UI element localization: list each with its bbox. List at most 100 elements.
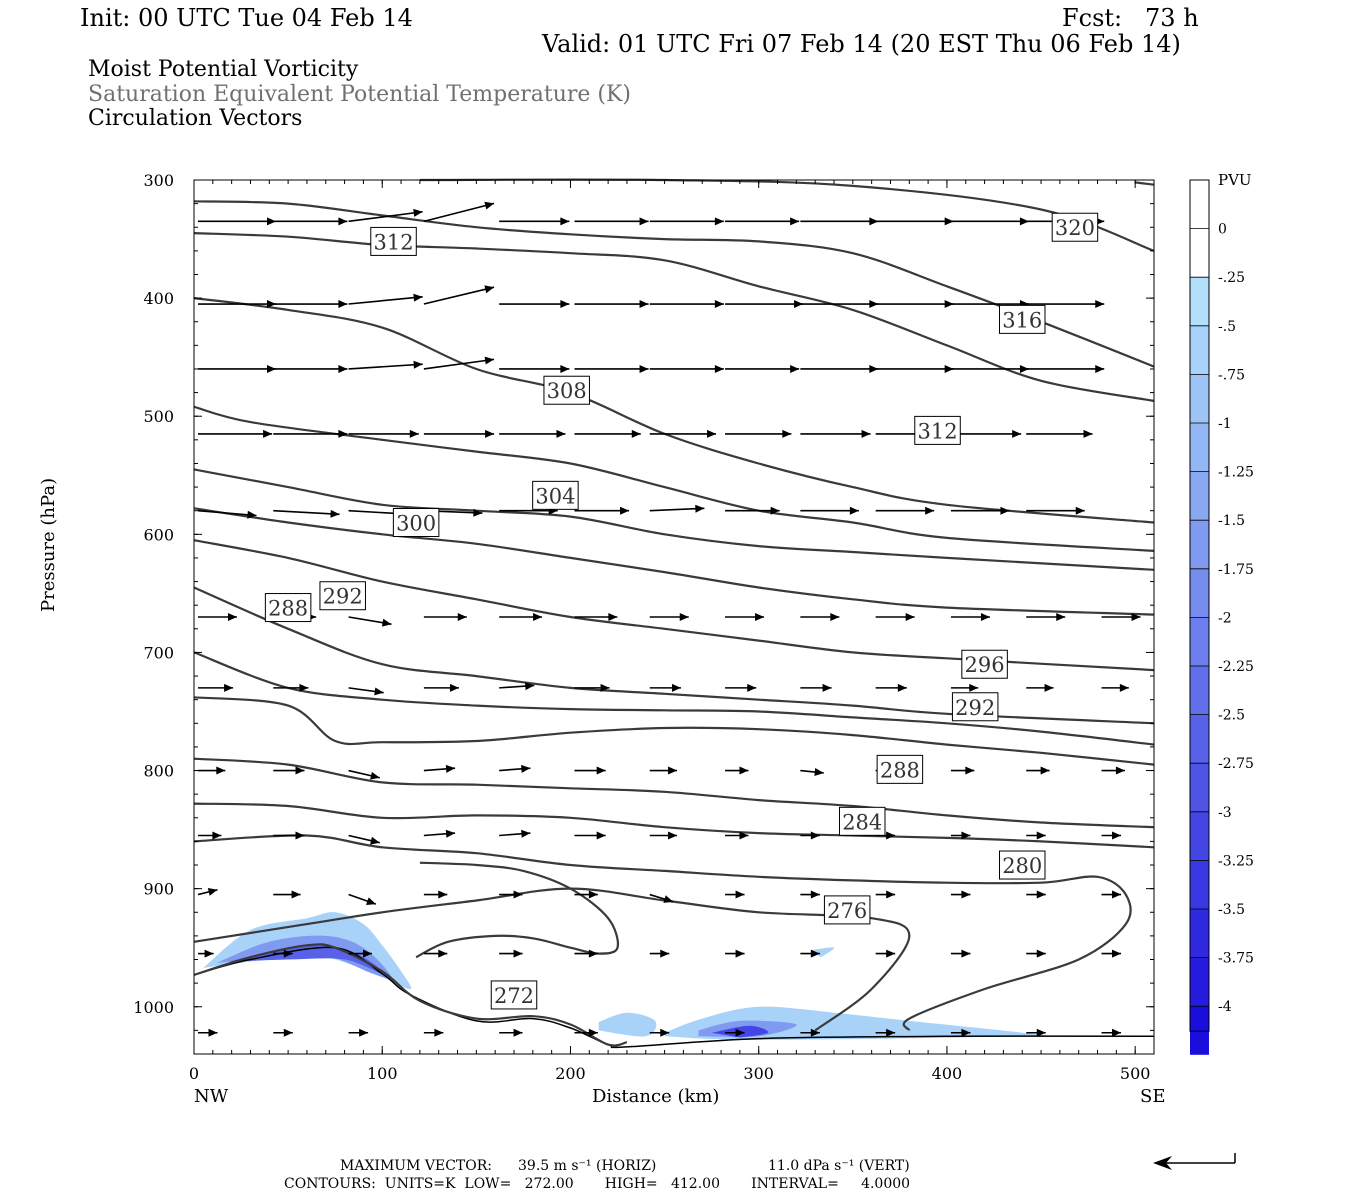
vector-arrowhead	[790, 217, 800, 226]
vector-arrowhead	[1112, 831, 1122, 840]
vector-arrowhead	[1012, 429, 1022, 438]
colorbar-level-label: -2.5	[1218, 708, 1245, 724]
circulation-vector	[423, 286, 495, 305]
vector-arrowhead	[588, 1028, 598, 1037]
mpv-shading-layer	[203, 912, 1047, 1040]
vector-arrowhead	[660, 949, 670, 958]
colorbar-swatch	[1190, 374, 1209, 423]
colorbar-level-label: -3	[1218, 805, 1232, 821]
vector-arrowhead	[822, 683, 832, 692]
vector-arrowhead	[1075, 506, 1085, 515]
vector-arrowhead	[886, 890, 896, 899]
vector-arrowhead	[1044, 683, 1054, 692]
vector-arrowhead	[1036, 1028, 1046, 1037]
contour-label-300: 300	[396, 512, 436, 536]
x-axis-label: Distance (km)	[592, 1086, 720, 1107]
vector-arrowhead	[596, 831, 606, 840]
vector-arrowhead	[790, 364, 800, 373]
vector-arrowhead	[267, 300, 276, 309]
vector-arrowhead	[735, 949, 745, 958]
colorbar-level-label: -2.25	[1218, 659, 1254, 675]
vector-arrowhead	[714, 364, 724, 373]
x-tick-label: 100	[367, 1064, 398, 1083]
vector-arrowhead	[560, 300, 570, 309]
valid-time: Valid: 01 UTC Fri 07 Feb 14 (20 EST Thu …	[542, 30, 1181, 58]
colorbar-swatch	[1190, 763, 1209, 812]
vector-arrowhead	[961, 949, 971, 958]
contour-label-272: 272	[494, 984, 534, 1008]
y-tick-label: 500	[143, 407, 174, 426]
y-tick-label: 700	[143, 643, 174, 662]
x-tick-label: 500	[1120, 1064, 1151, 1083]
colorbar-swatch	[1190, 520, 1209, 569]
vector-arrowhead	[1036, 949, 1046, 958]
colorbar-frame	[1189, 179, 1210, 1032]
vector-arrowhead	[283, 949, 293, 958]
contour-label-box-300	[392, 508, 440, 538]
vector-arrowhead	[735, 1028, 745, 1037]
colorbar-swatch	[1190, 423, 1209, 472]
circulation-vector	[348, 296, 423, 305]
colorbar-level-label: -.5	[1218, 319, 1236, 335]
y-tick-label: 600	[143, 525, 174, 544]
x-left-direction: NW	[194, 1086, 229, 1107]
contour-label-box-316	[998, 304, 1046, 334]
vector-arrowhead	[445, 829, 456, 838]
vector-arrowhead	[886, 949, 896, 958]
colorbar-swatch	[1190, 909, 1209, 958]
colorbar-swatch	[1190, 714, 1209, 764]
vector-arrowhead	[283, 1028, 293, 1037]
vector-arrowhead	[1112, 1028, 1122, 1037]
vector-arrowhead	[620, 506, 630, 515]
x-tick-label: 0	[189, 1064, 199, 1083]
vector-arrowhead	[338, 429, 348, 438]
vector-arrowhead	[1112, 890, 1122, 899]
vector-arrowhead	[338, 217, 348, 226]
colorbar-swatch	[1190, 860, 1209, 909]
vector-arrowhead	[1000, 506, 1010, 515]
vector-arrowhead	[485, 429, 495, 438]
contour-label-288b: 288	[268, 597, 308, 621]
vector-arrowhead	[291, 890, 301, 899]
colorbar-level-label: 0	[1218, 222, 1227, 238]
contour-label-312t: 312	[373, 230, 413, 254]
contour-label-box-296	[961, 649, 1008, 679]
circulation-vector	[423, 202, 495, 223]
vector-arrowhead	[1083, 429, 1093, 438]
vector-arrowhead	[755, 613, 765, 621]
theta-es-contour-272b	[415, 861, 619, 959]
vector-arrowhead	[639, 364, 649, 373]
vector-arrowhead	[588, 949, 598, 958]
theta-es-contour-296	[193, 651, 1155, 746]
contour-label-304: 304	[535, 484, 575, 508]
colorbar-level-label: -3.75	[1218, 951, 1254, 967]
theta-es-contour-272	[193, 943, 628, 1047]
vector-arrowhead	[739, 766, 749, 775]
vector-arrowhead	[794, 300, 804, 309]
y-tick-label: 300	[143, 171, 174, 190]
vector-arrowhead	[330, 509, 340, 518]
contour-label-284: 284	[842, 810, 882, 834]
contour-label-276: 276	[827, 899, 867, 923]
vector-arrowhead	[714, 217, 724, 226]
theta-es-contour-292b	[193, 539, 1155, 672]
vector-arrowhead	[1115, 766, 1125, 775]
field-title-theta-es: Saturation Equivalent Potential Temperat…	[88, 82, 631, 107]
vector-arrowhead	[631, 429, 641, 438]
colorbar-swatch	[1190, 957, 1209, 1007]
theta-es-contour-288b	[193, 586, 1155, 725]
field-title-vectors: Circulation Vectors	[88, 106, 303, 131]
vector-arrowhead	[362, 949, 372, 958]
circulation-vector	[348, 210, 423, 223]
theta-es-contour-276	[193, 887, 911, 1032]
vector-arrowhead	[438, 949, 448, 958]
vector-arrowhead	[366, 897, 376, 905]
contours-summary: CONTOURS: UNITS=K LOW= 272.00 HIGH= 412.…	[284, 1176, 911, 1192]
vector-arrowhead	[556, 429, 566, 438]
vector-arrowhead	[600, 683, 610, 692]
vector-arrowhead	[484, 285, 495, 294]
vector-arrowhead	[434, 1028, 444, 1037]
vector-arrowhead	[216, 766, 226, 775]
vector-arrowhead	[869, 217, 879, 226]
